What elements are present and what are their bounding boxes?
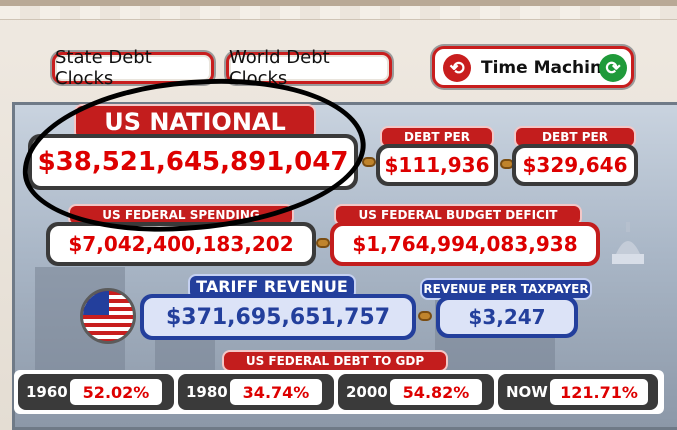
national-debt-value: $38,521,645,891,047 bbox=[32, 138, 354, 186]
national-debt-box: $38,521,645,891,047 bbox=[28, 134, 358, 190]
state-debt-clocks-button[interactable]: State Debt Clocks bbox=[52, 47, 214, 89]
capitol-dome-icon bbox=[608, 218, 648, 268]
gdp-ratio-item: NOW 121.71% bbox=[498, 374, 658, 410]
gdp-ratio-value: 34.74% bbox=[230, 379, 322, 405]
top-stripe bbox=[0, 6, 677, 20]
budget-deficit-box: $1,764,994,083,938 bbox=[330, 222, 600, 266]
federal-spending-value: $7,042,400,183,202 bbox=[50, 226, 312, 262]
gdp-ratio-item: 1960 52.02% bbox=[18, 374, 174, 410]
world-debt-clocks-label: World Debt Clocks bbox=[229, 47, 330, 89]
debt-to-gdp-label: US FEDERAL DEBT TO GDP RATIO bbox=[222, 350, 448, 386]
debt-per-citizen-value: $111,936 bbox=[380, 148, 494, 182]
budget-deficit-value: $1,764,994,083,938 bbox=[334, 226, 596, 262]
gdp-ratio-year: NOW bbox=[506, 383, 548, 401]
gdp-ratio-item: 2000 54.82% bbox=[338, 374, 494, 410]
gdp-ratio-value: 121.71% bbox=[550, 379, 648, 405]
chain-link bbox=[418, 311, 432, 321]
tariff-revenue-box: $371,695,651,757 bbox=[140, 294, 416, 340]
world-debt-clocks-button[interactable]: World Debt Clocks bbox=[226, 47, 392, 89]
federal-spending-box: $7,042,400,183,202 bbox=[46, 222, 316, 266]
debt-per-citizen-box: $111,936 bbox=[376, 144, 498, 186]
chain-link bbox=[316, 238, 330, 248]
gdp-ratio-value: 52.02% bbox=[70, 379, 162, 405]
debt-per-taxpayer-value: $329,646 bbox=[516, 148, 634, 182]
state-debt-clocks-label: State Debt Clocks bbox=[55, 47, 152, 89]
forward-icon[interactable]: ⟳ bbox=[599, 54, 627, 82]
gdp-ratio-value: 54.82% bbox=[390, 379, 482, 405]
revenue-per-taxpayer-value: $3,247 bbox=[440, 300, 574, 334]
gdp-ratio-year: 1980 bbox=[186, 383, 228, 401]
gdp-ratio-item: 1980 34.74% bbox=[178, 374, 334, 410]
us-flag-icon bbox=[80, 288, 136, 344]
time-machine-button[interactable]: ⟲ Time Machine ⟳ bbox=[432, 46, 634, 88]
rewind-icon[interactable]: ⟲ bbox=[443, 54, 471, 82]
gdp-ratio-year: 2000 bbox=[346, 383, 388, 401]
time-machine-label: Time Machine bbox=[481, 58, 614, 78]
chain-link bbox=[362, 157, 376, 167]
gdp-ratio-year: 1960 bbox=[26, 383, 68, 401]
tariff-revenue-value: $371,695,651,757 bbox=[144, 298, 412, 336]
debt-per-taxpayer-box: $329,646 bbox=[512, 144, 638, 186]
revenue-per-taxpayer-box: $3,247 bbox=[436, 296, 578, 338]
